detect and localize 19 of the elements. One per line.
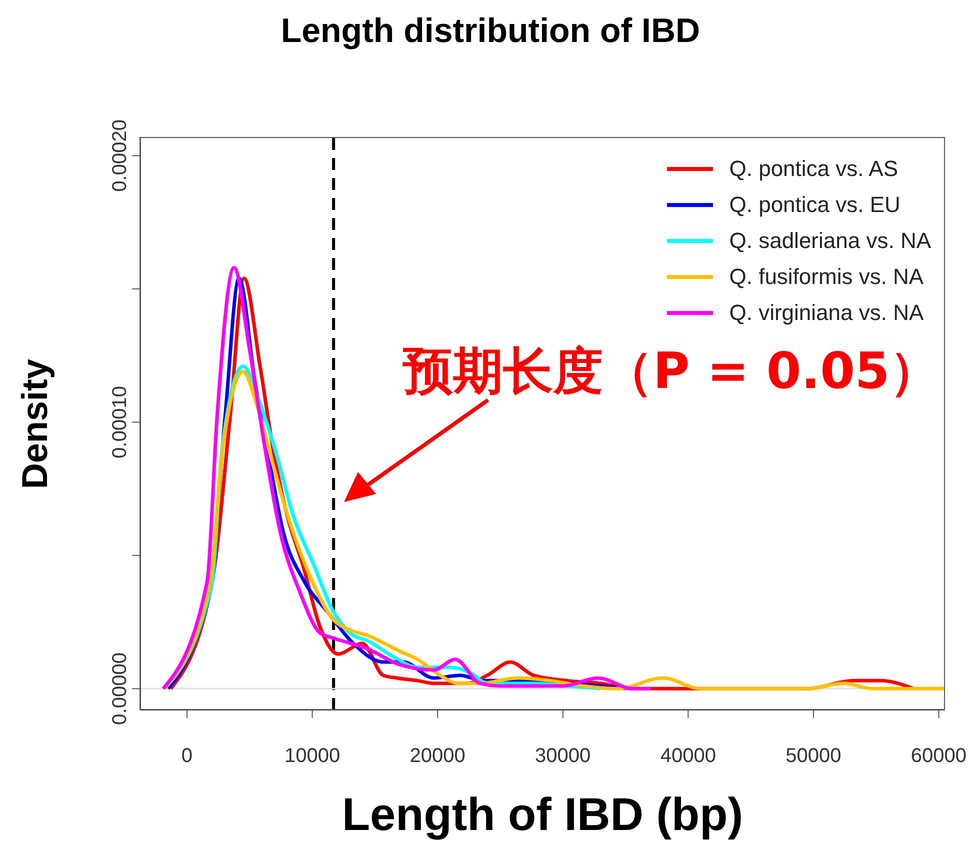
x-tick-label: 40000 — [660, 745, 716, 768]
x-tick-label: 30000 — [535, 745, 591, 768]
x-tick-label: 10000 — [284, 745, 340, 768]
legend-label: Q. pontica vs. EU — [729, 192, 900, 218]
legend-label: Q. fusiformis vs. NA — [729, 264, 924, 290]
chart-title: Length distribution of IBD — [280, 12, 702, 51]
x-tick-label: 0 — [181, 745, 193, 768]
y-tick-label: 0.00000 — [109, 652, 131, 725]
legend-label: Q. pontica vs. AS — [729, 156, 898, 182]
legend-label: Q. sadleriana vs. NA — [729, 228, 931, 254]
x-axis-title: Length of IBD (bp) — [342, 788, 744, 840]
y-axis-title: Density — [14, 358, 56, 489]
y-tick-label: 0.00020 — [109, 120, 131, 192]
x-tick-label: 60000 — [910, 745, 967, 768]
y-tick-label: 0.00010 — [109, 386, 131, 458]
x-tick-label: 20000 — [410, 745, 466, 768]
annotation: 预期长度（P = 0.05） — [403, 341, 940, 402]
legend-label: Q. virginiana vs. NA — [729, 300, 924, 326]
x-tick-label: 50000 — [786, 745, 842, 768]
